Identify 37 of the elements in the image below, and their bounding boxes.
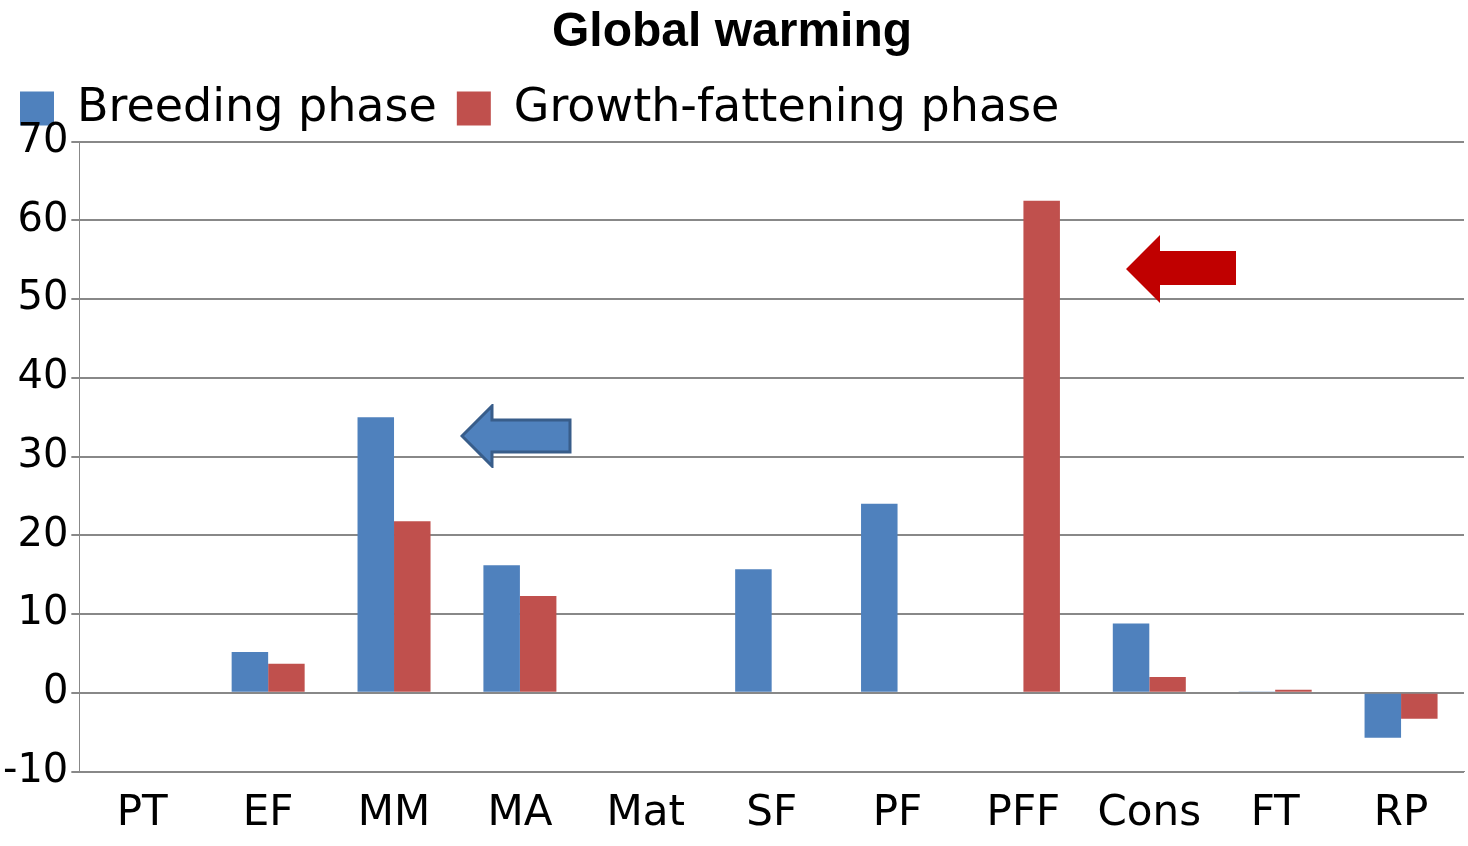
- y-tick-label: 0: [42, 666, 69, 713]
- legend-label: Growth-fattening phase: [513, 77, 1060, 132]
- x-tick-label: PF: [872, 785, 923, 835]
- y-tick-label: -10: [2, 744, 69, 791]
- y-tick-label: 40: [17, 351, 69, 398]
- x-tick-label: PFF: [986, 785, 1061, 835]
- x-tick-label: Cons: [1097, 785, 1202, 835]
- x-tick-label: MM: [357, 785, 431, 835]
- x-tick-label: RP: [1373, 785, 1429, 835]
- chart-title: Global warming: [551, 3, 913, 57]
- bar: [483, 565, 520, 692]
- y-tick-label: 20: [17, 508, 69, 555]
- bar: [394, 521, 431, 692]
- x-tick-label: EF: [242, 785, 294, 835]
- y-tick-label: 10: [17, 587, 69, 634]
- bar: [1149, 677, 1186, 692]
- bar: [1275, 689, 1312, 692]
- y-tick-label: 70: [17, 114, 69, 161]
- x-tick-label: MA: [487, 785, 553, 835]
- bar: [1023, 200, 1060, 692]
- x-tick-label: FT: [1250, 785, 1301, 835]
- x-tick-label: Mat: [606, 785, 686, 835]
- x-tick-label: PT: [116, 785, 169, 835]
- bar: [231, 651, 269, 692]
- bar: [861, 503, 898, 692]
- y-tick-label: 50: [17, 272, 69, 319]
- bar: [735, 569, 772, 692]
- bar: [357, 417, 395, 692]
- bar: [268, 663, 305, 692]
- bar: [1364, 693, 1402, 738]
- bar: [519, 595, 557, 692]
- y-tick-label: 30: [17, 429, 69, 476]
- bar: [1112, 623, 1150, 692]
- legend-label: Breeding phase: [77, 77, 437, 132]
- bar: [1401, 693, 1438, 719]
- y-tick-label: 60: [17, 193, 69, 240]
- x-tick-label: SF: [746, 785, 798, 835]
